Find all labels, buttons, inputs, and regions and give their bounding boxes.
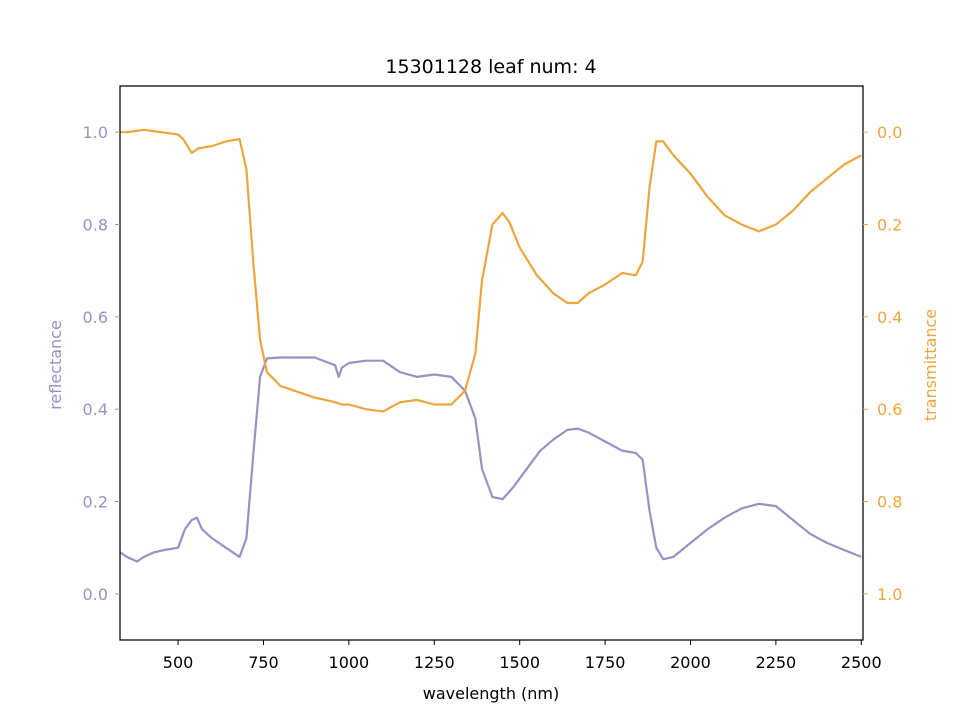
left-tick-label: 0.0 xyxy=(83,585,108,604)
x-tick-label: 500 xyxy=(163,653,194,672)
left-tick-label: 0.8 xyxy=(83,216,108,235)
right-tick-label: 0.0 xyxy=(877,123,902,142)
x-tick-label: 1750 xyxy=(585,653,626,672)
x-tick-label: 2250 xyxy=(756,653,797,672)
left-tick-label: 0.4 xyxy=(83,400,108,419)
right-tick-label: 0.4 xyxy=(877,308,902,327)
right-tick-label: 1.0 xyxy=(877,585,902,604)
reflectance-series-line xyxy=(119,356,862,563)
x-tick-label: 750 xyxy=(248,653,279,672)
left-tick-label: 1.0 xyxy=(83,123,108,142)
x-tick-label: 2000 xyxy=(670,653,711,672)
chart-title: 15301128 leaf num: 4 xyxy=(385,56,596,78)
x-tick-label: 1250 xyxy=(414,653,455,672)
left-tick-label: 0.6 xyxy=(83,308,108,327)
right-axis-label: transmittance xyxy=(921,309,940,421)
right-tick-label: 0.2 xyxy=(877,216,902,235)
series-layer xyxy=(119,128,862,563)
right-tick-label: 0.6 xyxy=(877,400,902,419)
left-axis-label: reflectance xyxy=(46,320,65,410)
x-axis: 500 750 1000 1250 1500 1750 2000 2250 2500 xyxy=(163,640,882,672)
right-y-axis: 0.0 0.2 0.4 0.6 0.8 1.0 xyxy=(863,123,902,604)
left-y-axis: 0.0 0.2 0.4 0.6 0.8 1.0 xyxy=(83,123,120,604)
x-tick-label: 1500 xyxy=(499,653,540,672)
x-tick-label: 1000 xyxy=(329,653,370,672)
transmittance-series-line xyxy=(120,128,862,413)
x-axis-label: wavelength (nm) xyxy=(423,684,560,703)
left-tick-label: 0.2 xyxy=(83,493,108,512)
x-tick-label: 2500 xyxy=(841,653,882,672)
plot-frame xyxy=(119,85,864,641)
right-tick-label: 0.8 xyxy=(877,493,902,512)
